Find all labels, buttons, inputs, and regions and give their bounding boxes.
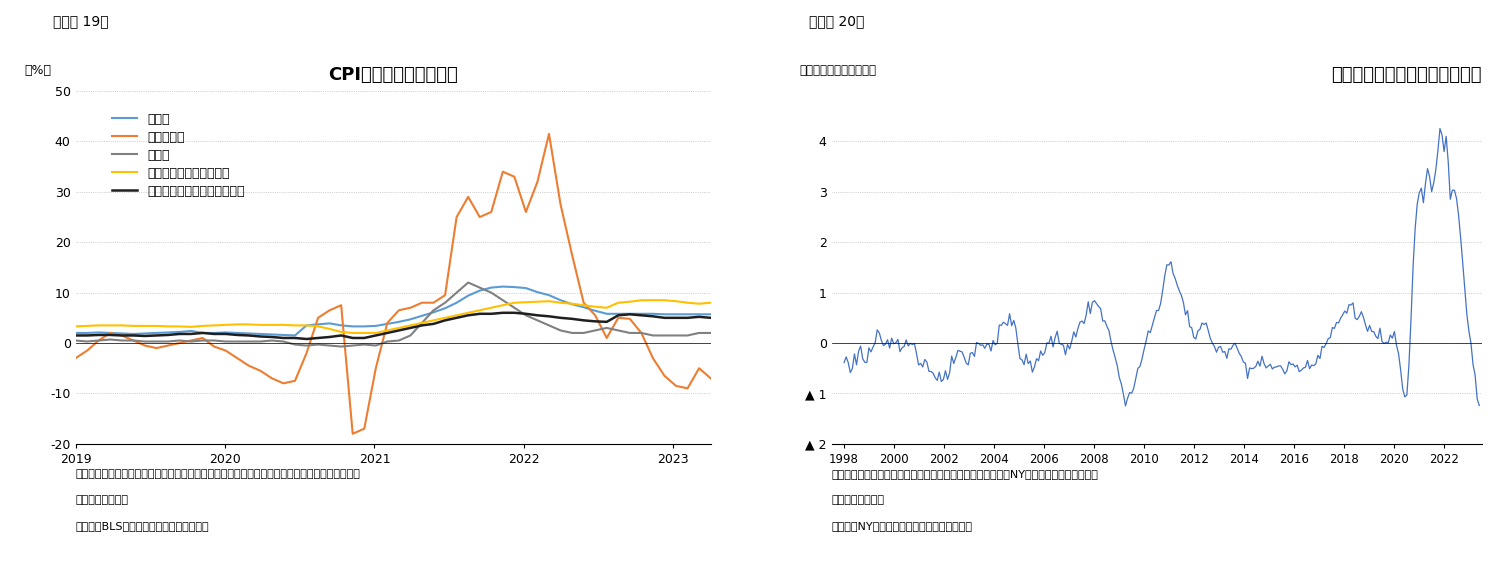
コアサービス（除く住居費）	[470, 310, 488, 317]
食料品	[308, 321, 327, 328]
コアサービス（住居費）	[562, 300, 581, 307]
コアサービス（除く住居費）	[702, 315, 720, 321]
コアサービス（除く住居費）	[308, 335, 327, 341]
コア財	[333, 343, 351, 350]
コアサービス（住居費）	[435, 315, 454, 321]
コアサービス（住居費）	[470, 307, 488, 314]
コアサービス（住居費）	[632, 297, 650, 304]
Text: を図る指数。: を図る指数。	[832, 495, 885, 505]
エネルギー	[79, 347, 97, 354]
コア財	[460, 279, 478, 286]
コアサービス（除く住居費）	[298, 336, 316, 343]
Line: 食料品: 食料品	[76, 287, 711, 336]
Text: （資料）NY連銀よりニッセイ基礎研究所作成: （資料）NY連銀よりニッセイ基礎研究所作成	[832, 521, 972, 531]
コア財	[298, 342, 316, 349]
エネルギー	[470, 213, 488, 220]
コアサービス（除く住居費）	[79, 332, 97, 339]
Line: コア財: コア財	[76, 283, 711, 347]
Text: （%）: （%）	[24, 64, 51, 77]
エネルギー	[540, 130, 558, 137]
食料品	[575, 304, 593, 311]
コアサービス（除く住居費）	[435, 317, 454, 324]
コア財	[702, 329, 720, 336]
コアサービス（住居費）	[298, 322, 316, 329]
Text: （資料）BLSよりニッセイ基礎研究所作成: （資料）BLSよりニッセイ基礎研究所作成	[76, 521, 209, 531]
食料品	[67, 329, 85, 336]
コア財	[575, 329, 593, 336]
コアサービス（除く住居費）	[505, 310, 523, 316]
エネルギー	[67, 354, 85, 361]
食料品	[470, 287, 488, 294]
コアサービス（住居費）	[343, 329, 361, 336]
エネルギー	[702, 375, 720, 382]
Title: CPI内訳（前年同月比）: CPI内訳（前年同月比）	[328, 66, 458, 84]
コアサービス（除く住居費）	[67, 332, 85, 339]
食料品	[702, 311, 720, 318]
Text: （図表 19）: （図表 19）	[53, 14, 109, 28]
コアサービス（住居費）	[67, 323, 85, 330]
食料品	[435, 305, 454, 312]
コア財	[482, 289, 500, 296]
Line: エネルギー: エネルギー	[76, 134, 711, 434]
エネルギー	[494, 168, 513, 175]
コアサービス（住居費）	[702, 299, 720, 306]
エネルギー	[575, 299, 593, 306]
Line: コアサービス（除く住居費）: コアサービス（除く住居費）	[76, 313, 711, 339]
コア財	[505, 304, 523, 311]
食料品	[79, 329, 97, 336]
食料品	[286, 332, 304, 339]
Text: （平均からの標準偏差）: （平均からの標準偏差）	[798, 64, 875, 77]
コアサービス（住居費）	[79, 323, 97, 329]
Legend: 食料品, エネルギー, コア財, コアサービス（住居費）, コアサービス（除く住居費）: 食料品, エネルギー, コア財, コアサービス（住居費）, コアサービス（除く住…	[107, 108, 249, 203]
コア財	[67, 337, 85, 344]
Text: サービス価格: サービス価格	[76, 495, 129, 505]
エネルギー	[435, 292, 454, 299]
エネルギー	[298, 350, 316, 357]
コアサービス（除く住居費）	[575, 317, 593, 324]
コアサービス（住居費）	[494, 302, 513, 308]
食料品	[494, 283, 513, 290]
コアサービス（除く住居費）	[494, 310, 513, 316]
コア財	[79, 338, 97, 345]
Text: （注）世界の輸送コストおよび購買担当者景気指数などからNY連銀が推計した供給制約: （注）世界の輸送コストおよび購買担当者景気指数などからNY連銀が推計した供給制約	[832, 469, 1099, 480]
コア財	[435, 299, 454, 306]
Line: コアサービス（住居費）: コアサービス（住居費）	[76, 300, 711, 333]
食料品	[505, 284, 523, 291]
エネルギー	[343, 430, 361, 437]
Text: 世界サプライチェーン圧力指数: 世界サプライチェーン圧力指数	[1331, 66, 1482, 84]
Text: （注）コア財は食料品、エネルギーを除く商品価格、コアサービスはエネルギーサービスを除く: （注）コア財は食料品、エネルギーを除く商品価格、コアサービスはエネルギーサービス…	[76, 469, 360, 480]
Text: （図表 20）: （図表 20）	[809, 14, 865, 28]
